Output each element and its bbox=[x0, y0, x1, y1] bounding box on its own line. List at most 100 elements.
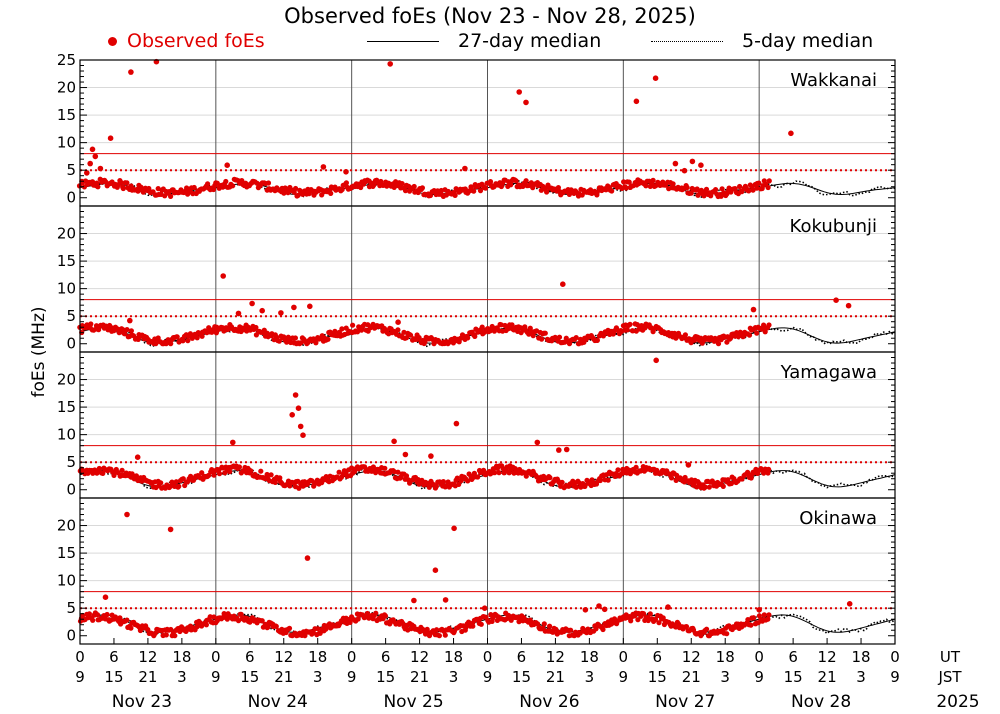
observed-point bbox=[509, 322, 515, 328]
y-tick-label: 15 bbox=[57, 106, 76, 124]
observed-point bbox=[766, 466, 772, 472]
observed-point bbox=[766, 322, 772, 328]
observed-point bbox=[668, 475, 675, 481]
observed-outlier-point bbox=[411, 597, 417, 604]
observed-outlier-point bbox=[395, 319, 401, 326]
ut-tick-label: 12 bbox=[682, 648, 701, 666]
observed-point bbox=[594, 337, 601, 343]
observed-point bbox=[309, 478, 315, 484]
observed-outlier-point bbox=[665, 604, 671, 610]
observed-point bbox=[534, 474, 540, 480]
observed-point bbox=[746, 188, 752, 194]
observed-point bbox=[702, 484, 708, 490]
observed-point bbox=[647, 611, 653, 617]
observed-outlier-point bbox=[756, 607, 762, 613]
observed-point bbox=[725, 477, 731, 483]
observed-point bbox=[328, 190, 334, 196]
observed-point bbox=[191, 184, 197, 191]
observed-point bbox=[732, 186, 738, 192]
ut-tick-label: 0 bbox=[890, 648, 900, 666]
ut-tick-label: 18 bbox=[580, 648, 599, 666]
observed-point bbox=[323, 474, 329, 480]
observed-point bbox=[720, 483, 726, 489]
observed-point bbox=[253, 324, 259, 331]
observed-outlier-point bbox=[750, 306, 757, 313]
jst-tick-label: 9 bbox=[75, 668, 85, 686]
observed-point bbox=[194, 624, 200, 630]
observed-point bbox=[765, 616, 771, 622]
observed-point bbox=[442, 632, 448, 638]
observed-point bbox=[419, 185, 425, 191]
observed-point bbox=[358, 327, 365, 333]
jst-tick-label: 3 bbox=[585, 668, 595, 686]
ut-label: UT bbox=[940, 648, 961, 666]
ut-tick-label: 0 bbox=[483, 648, 493, 666]
observed-point bbox=[133, 473, 139, 479]
observed-point bbox=[206, 325, 212, 331]
jst-tick-label: 15 bbox=[240, 668, 259, 686]
observed-point bbox=[479, 324, 485, 330]
observed-point bbox=[470, 623, 476, 629]
jst-tick-label: 9 bbox=[754, 668, 764, 686]
ut-tick-label: 6 bbox=[517, 648, 527, 666]
observed-point bbox=[173, 479, 179, 485]
observed-point bbox=[436, 633, 442, 639]
observed-point bbox=[573, 484, 579, 490]
ut-tick-label: 6 bbox=[245, 648, 255, 666]
observed-outlier-point bbox=[556, 447, 562, 453]
observed-outlier-point bbox=[297, 423, 304, 430]
observed-point bbox=[104, 611, 110, 618]
jst-tick-label: 21 bbox=[682, 668, 701, 686]
observed-outlier-point bbox=[167, 526, 174, 533]
observed-point bbox=[600, 626, 606, 633]
observed-point bbox=[656, 620, 662, 626]
observed-outlier-point bbox=[481, 605, 488, 611]
observed-point bbox=[624, 327, 630, 333]
observed-outlier-point bbox=[89, 146, 96, 153]
observed-point bbox=[382, 465, 388, 471]
ut-tick-label: 0 bbox=[347, 648, 357, 666]
observed-outlier-point bbox=[681, 167, 688, 174]
ut-tick-label: 0 bbox=[211, 648, 221, 666]
observed-outlier-point bbox=[259, 307, 266, 314]
observed-point bbox=[399, 181, 405, 187]
observed-outlier-point bbox=[97, 165, 104, 172]
observed-outlier-point bbox=[833, 297, 839, 304]
observed-point bbox=[737, 183, 743, 190]
observed-outlier-point bbox=[451, 525, 457, 532]
observed-point bbox=[79, 467, 85, 473]
day-label: Nov 25 bbox=[383, 692, 443, 712]
observed-outlier-point bbox=[402, 451, 409, 458]
observed-point bbox=[90, 617, 96, 623]
observed-point bbox=[273, 623, 279, 630]
observed-outlier-point bbox=[428, 453, 434, 459]
jst-tick-label: 3 bbox=[720, 668, 730, 686]
observed-point bbox=[465, 335, 471, 341]
observed-point bbox=[626, 179, 632, 185]
ut-tick-label: 18 bbox=[716, 648, 735, 666]
observed-point bbox=[199, 333, 205, 339]
observed-point bbox=[295, 192, 301, 198]
observed-point bbox=[296, 485, 302, 491]
observed-point bbox=[371, 182, 377, 188]
observed-outlier-point bbox=[672, 160, 679, 167]
observed-outlier-point bbox=[107, 135, 114, 141]
observed-point bbox=[349, 465, 355, 471]
panel-wakkanai bbox=[76, 58, 896, 207]
observed-point bbox=[555, 185, 562, 191]
observed-point bbox=[724, 631, 730, 637]
observed-outlier-point bbox=[582, 607, 589, 613]
observed-outlier-point bbox=[516, 89, 522, 95]
observed-point bbox=[264, 471, 270, 478]
jst-tick-label: 9 bbox=[211, 668, 221, 686]
observed-point bbox=[530, 333, 536, 339]
observed-point bbox=[265, 180, 272, 186]
observed-point bbox=[719, 186, 725, 192]
observed-point bbox=[180, 338, 186, 344]
observed-point bbox=[456, 481, 462, 487]
observed-point bbox=[765, 184, 771, 191]
observed-point bbox=[458, 478, 464, 484]
observed-outlier-point bbox=[845, 302, 852, 309]
observed-point bbox=[163, 632, 169, 638]
